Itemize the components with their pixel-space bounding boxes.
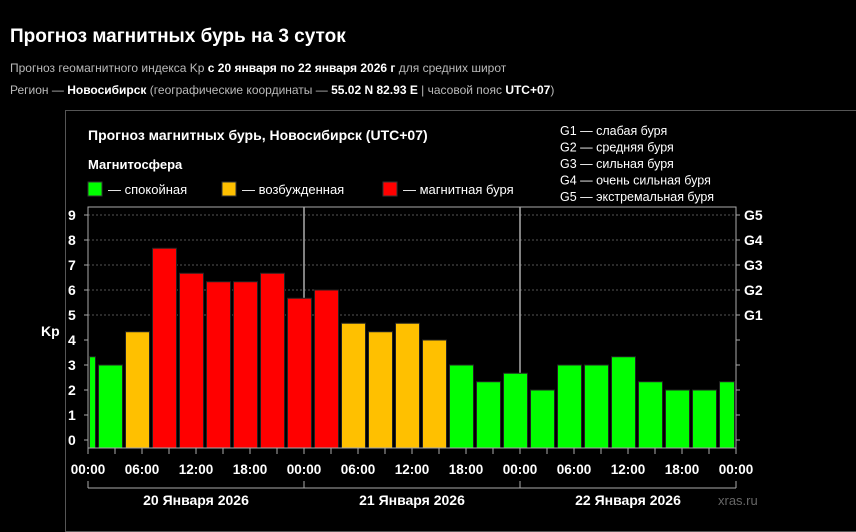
kp-bar — [584, 364, 609, 449]
legend-swatch — [382, 181, 398, 197]
subtitle-text: Прогноз геомагнитного индекса Kp — [10, 61, 208, 75]
region-label: Регион — — [10, 83, 68, 97]
x-tick-label: 12:00 — [395, 462, 430, 477]
kp-bar — [206, 281, 231, 449]
legend-swatch — [87, 181, 103, 197]
kp-bar — [719, 381, 735, 449]
day-label: 20 Января 2026 — [143, 492, 249, 508]
subtitle-text: для средних широт — [395, 61, 507, 75]
kp-bar — [287, 297, 312, 449]
day-label: 21 Января 2026 — [359, 492, 465, 508]
g-legend-item: G2 — средняя буря — [560, 141, 674, 155]
kp-bar — [638, 381, 663, 449]
region-info: Регион — Новосибирск (географические коо… — [10, 83, 554, 97]
y-tick-label: 8 — [68, 232, 76, 248]
kp-bar — [89, 356, 96, 449]
x-tick-label: 06:00 — [125, 462, 160, 477]
kp-bar — [611, 356, 636, 449]
day-label: 22 Января 2026 — [575, 492, 681, 508]
kp-bar — [314, 289, 339, 449]
y2-tick-label: G2 — [744, 282, 763, 298]
x-tick-label: 06:00 — [341, 462, 376, 477]
kp-bar — [260, 272, 285, 449]
x-tick-label: 00:00 — [503, 462, 538, 477]
y-tick-label: 0 — [68, 432, 76, 448]
x-tick-label: 00:00 — [71, 462, 106, 477]
y-tick-label: 3 — [68, 357, 76, 373]
y-tick-label: 9 — [68, 207, 76, 223]
g-legend-item: G3 — сильная буря — [560, 157, 674, 171]
region-city: Новосибирск — [67, 83, 147, 97]
tz-label: | часовой пояс — [417, 83, 506, 97]
kp-bar — [557, 364, 582, 449]
coords-label: (географические координаты — — [146, 83, 332, 97]
y2-tick-label: G3 — [744, 257, 763, 273]
y-tick-label: 1 — [68, 407, 76, 423]
forecast-dates: с 20 января по 22 января 2026 г — [207, 61, 396, 75]
kp-bar — [476, 381, 501, 449]
y-tick-label: 5 — [68, 307, 76, 323]
tz-value: UTC+07 — [505, 83, 551, 97]
g-legend-item: G1 — слабая буря — [560, 124, 667, 138]
x-tick-label: 12:00 — [611, 462, 646, 477]
kp-bar — [530, 389, 555, 449]
x-tick-label: 18:00 — [665, 462, 700, 477]
g-legend-item: G4 — очень сильная буря — [560, 174, 711, 188]
forecast-subtitle: Прогноз геомагнитного индекса Kp с 20 ян… — [10, 61, 506, 75]
kp-bar — [98, 364, 123, 449]
kp-bar — [503, 372, 528, 449]
x-tick-label: 00:00 — [287, 462, 322, 477]
kp-bar — [395, 322, 420, 449]
y2-tick-label: G5 — [744, 207, 763, 223]
legend-label: — спокойная — [108, 182, 187, 197]
kp-bar — [665, 389, 690, 449]
x-tick-label: 18:00 — [233, 462, 268, 477]
y2-tick-label: G4 — [744, 232, 763, 248]
y-tick-label: 4 — [68, 332, 76, 348]
kp-bar — [692, 389, 717, 449]
kp-bar — [368, 331, 393, 449]
x-tick-label: 00:00 — [719, 462, 754, 477]
x-tick-label: 12:00 — [179, 462, 214, 477]
legend-swatch — [221, 181, 237, 197]
g-legend-item: G5 — экстремальная буря — [560, 190, 714, 204]
y-tick-label: 2 — [68, 382, 76, 398]
legend-label: — возбужденная — [242, 182, 344, 197]
x-tick-label: 18:00 — [449, 462, 484, 477]
kp-bar — [341, 322, 366, 449]
legend-label: — магнитная буря — [403, 182, 514, 197]
y-axis-label: Kp — [41, 323, 60, 339]
y2-tick-label: G1 — [744, 307, 763, 323]
kp-bar — [233, 281, 258, 449]
kp-bar — [179, 272, 204, 449]
paren: ) — [550, 83, 555, 97]
kp-bar — [449, 364, 474, 449]
y-tick-label: 6 — [68, 282, 76, 298]
kp-bar — [422, 339, 447, 449]
kp-bar — [125, 331, 150, 449]
watermark: xras.ru — [718, 493, 758, 508]
legend-title: Магнитосфера — [88, 157, 183, 172]
x-tick-label: 06:00 — [557, 462, 592, 477]
coords-value: 55.02 N 82.93 E — [331, 83, 418, 97]
page-title: Прогноз магнитных бурь на 3 суток — [10, 26, 346, 47]
chart-title: Прогноз магнитных бурь, Новосибирск (UTC… — [88, 127, 428, 143]
y-tick-label: 7 — [68, 257, 76, 273]
kp-bar — [152, 247, 177, 449]
